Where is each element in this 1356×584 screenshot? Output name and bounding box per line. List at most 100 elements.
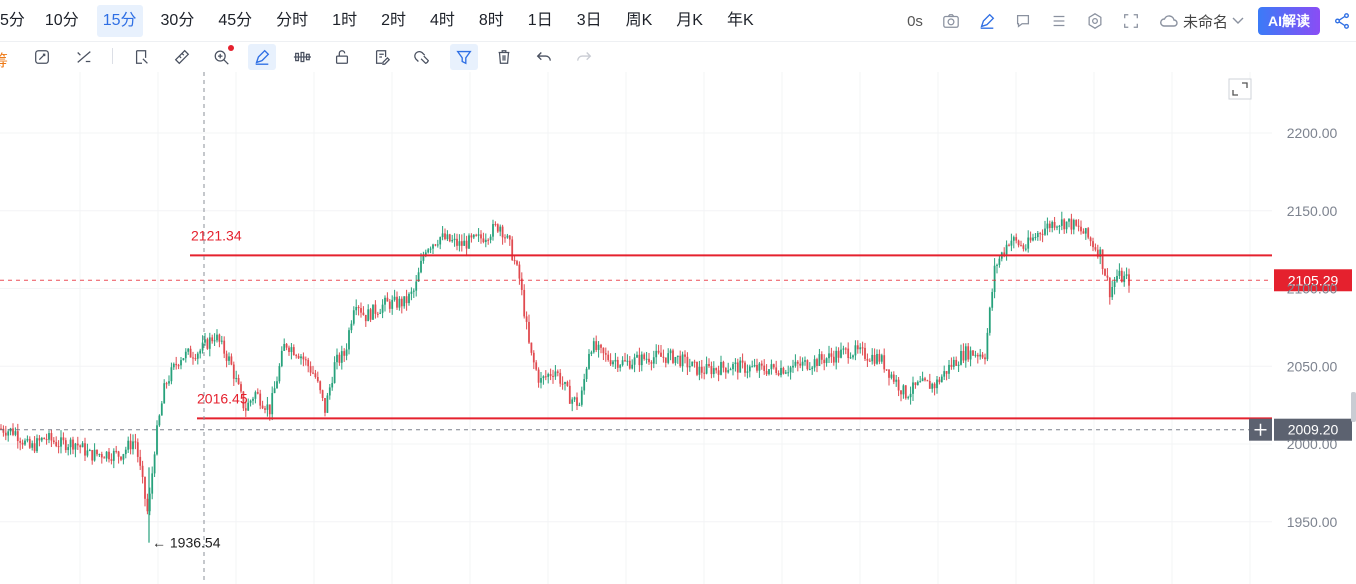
camera-icon[interactable] [933, 3, 969, 39]
layout-selector[interactable]: 未命名 [1159, 11, 1244, 32]
candle-body [139, 456, 142, 466]
candle-body [14, 431, 17, 435]
settings-icon[interactable] [1077, 3, 1113, 39]
comment-icon[interactable] [1005, 3, 1041, 39]
candle-body [460, 241, 463, 246]
candle-body [940, 376, 943, 383]
price-chart[interactable]: 2121.34 2016.45 2105.29 2009.20 2200.00 2150… [0, 72, 1356, 584]
interval-list: 5分 10分 15分 30分 45分 分时 1时 2时 4时 8时 1日 3日 周K 月K 年K [0, 0, 772, 42]
candle-body [566, 381, 569, 386]
candle-body [268, 404, 271, 415]
interval-3[interactable]: 30分 [160, 12, 195, 29]
pen-icon[interactable] [248, 44, 276, 70]
interval-0[interactable]: 5分 [0, 12, 25, 29]
candle-body [660, 352, 662, 357]
candle-body [823, 359, 826, 364]
candle-body [679, 355, 682, 367]
candle-body [669, 350, 672, 354]
candle-body [477, 234, 480, 236]
interval-4[interactable]: 45分 [218, 12, 253, 29]
interval-10[interactable]: 1日 [527, 12, 553, 29]
interval-5[interactable]: 分时 [276, 12, 309, 29]
candle-body [780, 367, 782, 376]
candle-body [439, 237, 442, 245]
candle-body [249, 400, 252, 403]
candle-body [302, 356, 305, 360]
list-icon[interactable] [1041, 3, 1077, 39]
filter-icon[interactable] [450, 44, 478, 70]
interval-8[interactable]: 4时 [429, 12, 455, 29]
interval-12[interactable]: 周K [625, 12, 653, 29]
candle-body [266, 404, 269, 410]
fullscreen-icon[interactable] [1113, 3, 1149, 39]
candle-body [489, 236, 492, 240]
undo-icon[interactable] [530, 44, 558, 70]
zoom-icon[interactable] [208, 44, 236, 70]
candle-body [830, 353, 833, 357]
candle-body [220, 340, 223, 342]
candle-body [681, 354, 684, 367]
candle-body [520, 278, 523, 290]
candle-body [984, 357, 986, 360]
candles-icon[interactable] [288, 44, 316, 70]
candlestick-series [0, 211, 1130, 543]
cloud-icon [1160, 15, 1178, 27]
candle-body [240, 384, 242, 392]
notification-dot [228, 45, 234, 51]
candle-body [170, 367, 173, 382]
candle-body [1075, 220, 1078, 226]
cursor-icon[interactable] [28, 44, 56, 70]
candle-body [741, 360, 744, 363]
interval-13[interactable]: 月K [676, 12, 703, 29]
candle-body [420, 260, 422, 273]
edit-icon[interactable] [368, 44, 396, 70]
candle-body [996, 264, 998, 266]
candle-body [1104, 268, 1106, 276]
candle-body [501, 226, 504, 238]
scroll-handle[interactable] [1351, 392, 1356, 422]
candle-body [225, 353, 228, 361]
candle-body [247, 402, 250, 411]
candle-body [168, 381, 170, 384]
redo-icon[interactable] [570, 44, 598, 70]
draw-line-icon[interactable] [70, 44, 98, 70]
selection-icon[interactable] [128, 44, 156, 70]
candle-body [122, 454, 125, 460]
trash-icon[interactable] [490, 44, 518, 70]
candle-body [36, 438, 38, 452]
candle-body [2, 428, 5, 433]
candle-body [924, 378, 926, 381]
magnet-icon[interactable] [408, 44, 436, 70]
interval-1[interactable]: 10分 [44, 12, 79, 29]
candle-body [928, 380, 931, 389]
interval-7[interactable]: 2时 [381, 12, 406, 29]
candle-body [513, 260, 516, 262]
draw-pen-icon[interactable] [969, 3, 1005, 39]
candle-body [412, 290, 415, 292]
interval-6[interactable]: 1时 [332, 12, 358, 29]
lock-icon[interactable] [328, 44, 356, 70]
ruler-icon[interactable] [168, 44, 196, 70]
interval-toolbar: 5分 10分 15分 30分 45分 分时 1时 2时 4时 8时 1日 3日 周K 月K 年K 0s 未命… [0, 0, 1356, 42]
candle-body [907, 397, 910, 399]
interval-2[interactable]: 15分 [96, 5, 143, 37]
interval-14[interactable]: 年K [726, 12, 754, 29]
candle-body [472, 234, 475, 238]
candle-body [1116, 275, 1118, 282]
candle-body [228, 356, 230, 361]
candle-body [799, 363, 802, 366]
candle-body [888, 369, 890, 378]
candle-body [470, 235, 473, 238]
candle-body [638, 354, 641, 366]
candle-body [528, 321, 530, 343]
candle-body [804, 360, 806, 362]
interval-11[interactable]: 3日 [576, 12, 602, 29]
ai-interpret-button[interactable]: AI解读 [1258, 7, 1320, 35]
interval-9[interactable]: 8时 [478, 12, 504, 29]
candle-body [206, 339, 209, 349]
candle-body [763, 365, 766, 372]
expand-chart-icon[interactable] [1228, 78, 1252, 100]
candle-body [842, 348, 845, 350]
candle-body [336, 354, 338, 363]
share-icon[interactable] [1328, 3, 1356, 39]
